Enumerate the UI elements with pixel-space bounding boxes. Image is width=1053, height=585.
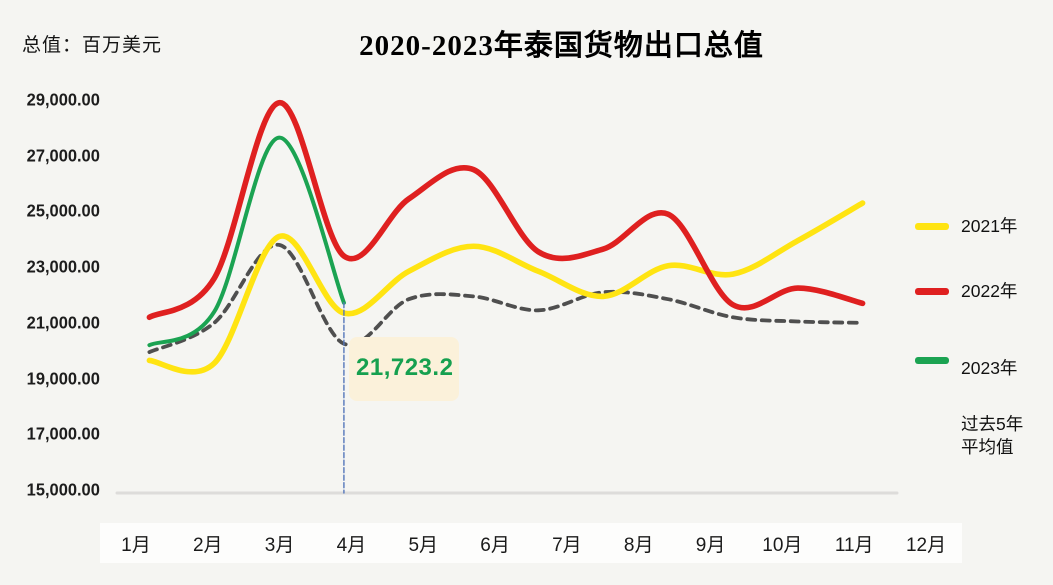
- legend-item-2021: 2021年: [915, 215, 1017, 238]
- y-axis-label: 17,000.00: [26, 423, 100, 444]
- y-axis-label: 27,000.00: [26, 145, 100, 166]
- y-axis-label: 29,000.00: [26, 89, 100, 110]
- chart-title: 2020-2023年泰国货物出口总值: [359, 30, 764, 62]
- y-axis-label: 15,000.00: [26, 479, 100, 500]
- line-swatch-icon: [915, 357, 949, 365]
- x-axis-label: 2月: [192, 534, 223, 556]
- legend-label: 2022年: [961, 281, 1018, 301]
- legend-label: 2023年: [961, 358, 1018, 378]
- legend-label: 过去5年 平均值: [961, 414, 1024, 457]
- y-axis-label: 19,000.00: [26, 368, 100, 389]
- legend: 2021年 2022年 2023年过去5年 平均值: [915, 0, 1053, 585]
- y-axis: 29,000.00 27,000.00 25,000.00 23,000.00 21,0…: [0, 0, 100, 585]
- legend-label: 2021年: [961, 216, 1018, 236]
- x-axis-label: 3月: [264, 534, 295, 556]
- y-axis-label: 23,000.00: [26, 256, 100, 277]
- x-axis-label: 1月: [121, 534, 151, 556]
- legend-item-2022: 2022年: [915, 280, 1017, 303]
- x-axis-label: 6月: [480, 534, 510, 556]
- series-line-2021: [146, 200, 866, 375]
- annotation-callout: 21,723.2: [349, 337, 459, 401]
- legend-item-2023: 2023年: [915, 342, 1017, 380]
- x-axis-label: 5月: [408, 534, 439, 556]
- series-line-2022: [146, 100, 866, 321]
- y-axis-label: 25,000.00: [26, 200, 100, 221]
- legend-item-5yr-average: 过去5年 平均值: [915, 402, 1023, 459]
- x-axis-label: 12月: [905, 534, 947, 556]
- x-axis-label: 11月: [834, 534, 874, 556]
- y-axis-label: 21,000.00: [26, 312, 100, 333]
- x-axis-label: 10月: [762, 534, 803, 556]
- dashed-line-swatch-icon: [915, 427, 949, 433]
- line-swatch-icon: [915, 287, 949, 295]
- x-axis-label: 8月: [623, 534, 654, 556]
- series-line-5yr-average: [147, 242, 865, 355]
- annotation-value: 21,723.2: [356, 354, 454, 381]
- x-axis-label: 4月: [336, 534, 367, 556]
- series-line-2023: [147, 135, 346, 348]
- axis-unit-label: 总值：百万美元: [22, 35, 163, 56]
- x-axis-label: 7月: [552, 534, 582, 556]
- x-axis: 1月 2月 3月 4月 5月 6月 7月 8月 9月 10月 11月 12月: [100, 523, 962, 563]
- x-axis-label: 9月: [695, 534, 726, 556]
- line-swatch-icon: [915, 222, 949, 230]
